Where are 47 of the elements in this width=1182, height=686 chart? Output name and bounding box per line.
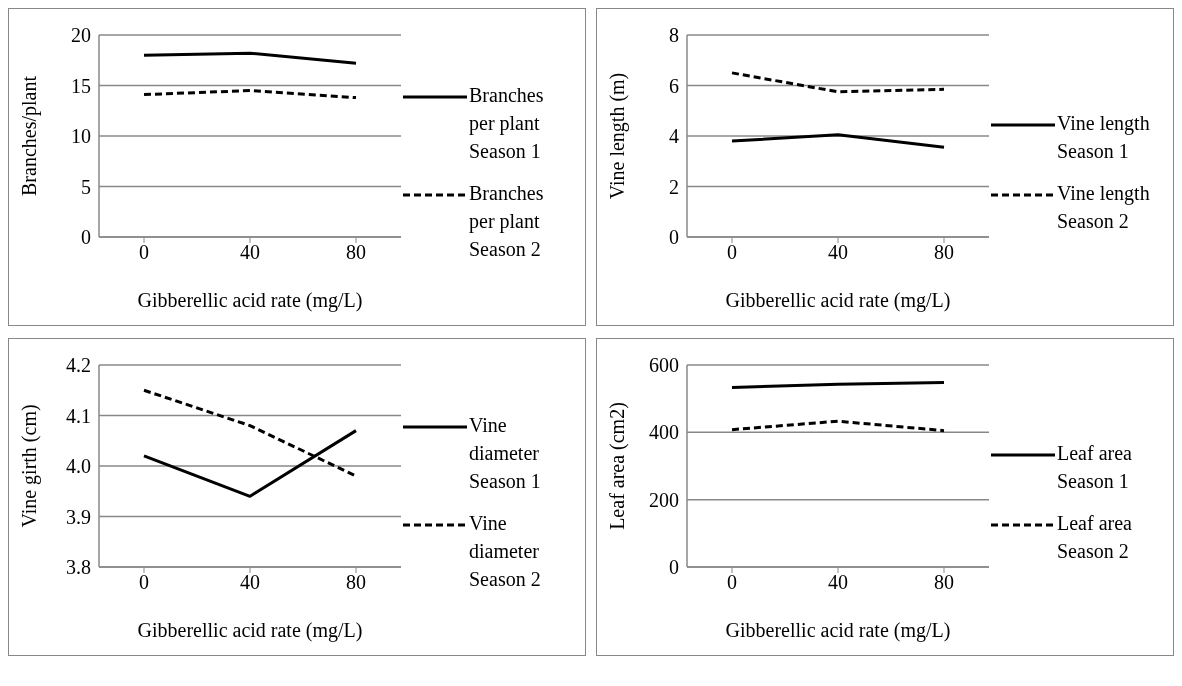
y-tick-label: 6 <box>669 74 679 97</box>
x-tick-label: 40 <box>828 571 848 594</box>
x-tick-label: 0 <box>139 241 149 264</box>
legend-label: Vine length Season 2 <box>1057 181 1151 234</box>
y-tick-label: 0 <box>669 226 679 249</box>
x-tick-label: 80 <box>934 241 954 264</box>
y-tick-label: 3.9 <box>66 505 91 528</box>
x-tick-label: 40 <box>240 571 260 594</box>
legend-label: Branches per plant Season 2 <box>469 181 545 262</box>
y-axis-title: Leaf area (cm2) <box>606 402 630 530</box>
y-tick-label: 4.1 <box>66 404 91 427</box>
x-tick-label: 40 <box>828 241 848 264</box>
x-tick-label: 0 <box>727 571 737 594</box>
y-tick-label: 4.0 <box>66 455 91 478</box>
y-tick-label: 3.8 <box>66 556 91 579</box>
x-axis-title: Gibberellic acid rate (mg/L) <box>137 289 363 312</box>
x-tick-label: 80 <box>934 571 954 594</box>
y-tick-label: 4 <box>669 125 679 148</box>
y-tick-label: 5 <box>81 175 91 198</box>
legend-label: Vine diameter Season 1 <box>469 413 542 494</box>
y-axis-title: Vine length (m) <box>606 72 630 200</box>
x-tick-label: 80 <box>346 571 366 594</box>
y-tick-label: 0 <box>81 226 91 249</box>
y-tick-label: 2 <box>669 175 679 198</box>
x-tick-label: 0 <box>727 241 737 264</box>
legend-label: Leaf area Season 1 <box>1057 441 1133 494</box>
y-tick-label: 400 <box>649 421 679 444</box>
y-tick-label: 10 <box>71 125 91 148</box>
y-axis-title: Vine girth (cm) <box>18 404 42 528</box>
y-tick-label: 8 <box>669 24 679 47</box>
y-tick-label: 15 <box>71 74 91 97</box>
x-tick-label: 40 <box>240 241 260 264</box>
legend-label: Vine length Season 1 <box>1057 111 1151 164</box>
legend-label: Vine diameter Season 2 <box>469 511 542 592</box>
y-tick-label: 200 <box>649 488 679 511</box>
x-tick-label: 0 <box>139 571 149 594</box>
y-axis-title: Branches/plant <box>18 75 42 196</box>
y-tick-label: 600 <box>649 354 679 377</box>
x-tick-label: 80 <box>346 241 366 264</box>
y-tick-label: 4.2 <box>66 354 91 377</box>
x-axis-title: Gibberellic acid rate (mg/L) <box>725 289 951 312</box>
y-tick-label: 20 <box>71 24 91 47</box>
legend-label: Branches per plant Season 1 <box>469 83 545 164</box>
legend-label: Leaf area Season 2 <box>1057 511 1133 564</box>
x-axis-title: Gibberellic acid rate (mg/L) <box>725 619 951 642</box>
x-axis-title: Gibberellic acid rate (mg/L) <box>137 619 363 642</box>
y-tick-label: 0 <box>669 556 679 579</box>
